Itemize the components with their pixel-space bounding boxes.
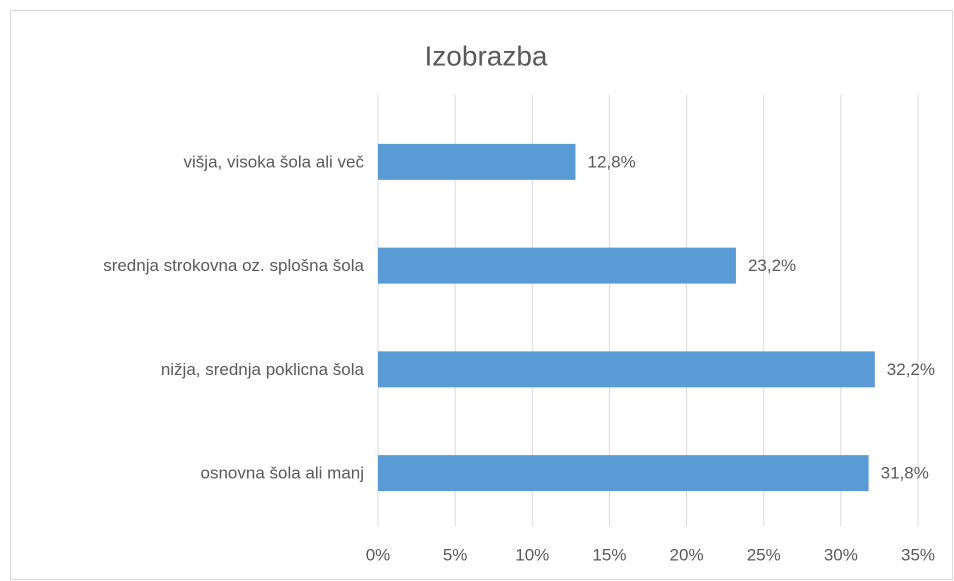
x-tick-label: 20%: [670, 545, 704, 564]
x-tick-label: 0%: [366, 545, 391, 564]
chart-title: Izobrazba: [425, 40, 548, 71]
bar: [378, 351, 875, 388]
x-tick-label: 15%: [592, 545, 626, 564]
x-tick-label: 35%: [901, 545, 935, 564]
x-tick-label: 25%: [747, 545, 781, 564]
x-tick-label: 10%: [515, 545, 549, 564]
data-label: 32,2%: [887, 360, 935, 379]
x-tick-label: 5%: [443, 545, 468, 564]
data-label: 12,8%: [587, 152, 635, 171]
bar: [378, 455, 869, 492]
bar: [378, 143, 576, 180]
bar: [378, 247, 736, 284]
data-label: 31,8%: [881, 464, 929, 483]
y-tick-label: srednja strokovna oz. splošna šola: [103, 256, 364, 275]
data-label: 23,2%: [748, 256, 796, 275]
y-tick-label: višja, visoka šola ali več: [184, 152, 365, 171]
x-tick-label: 30%: [824, 545, 858, 564]
y-tick-label: osnovna šola ali manj: [201, 464, 364, 483]
chart-border: [10, 10, 953, 580]
y-tick-label: nižja, srednja poklicna šola: [161, 360, 365, 379]
